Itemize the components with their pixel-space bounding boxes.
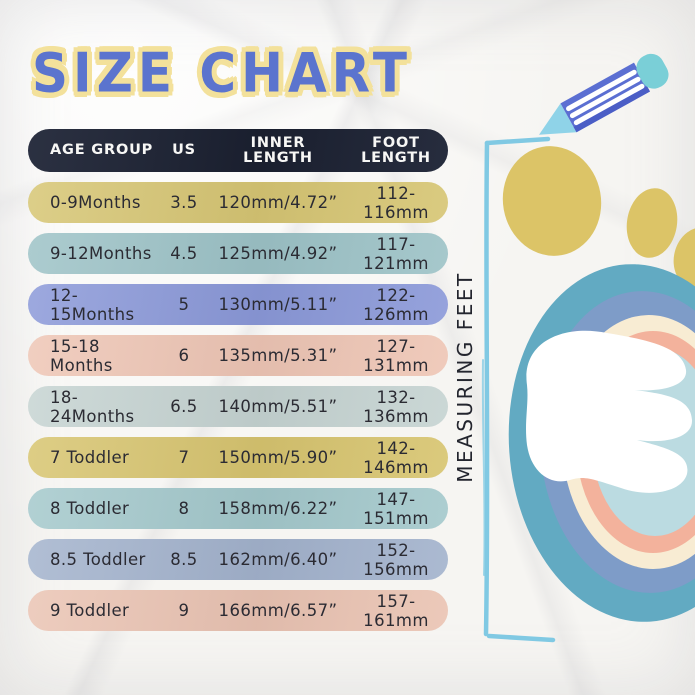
cell-inner: 130mm/5.11” [218, 295, 338, 314]
pencil-eraser [636, 53, 669, 89]
size-table: AGE GROUP US INNER LENGTH FOOT LENGTH 0-… [28, 129, 448, 631]
foot-illustration [481, 53, 695, 643]
table-row: 0-9Months 3.5 120mm/4.72” 112-116mm [28, 182, 448, 223]
cell-age: 8.5 Toddler [50, 550, 146, 569]
cell-us: 4.5 [170, 244, 198, 263]
foot-center-blob [526, 330, 693, 493]
second-toe [626, 188, 678, 258]
cell-us: 6 [178, 346, 190, 365]
cell-age: 7 Toddler [50, 448, 130, 467]
cell-age: 9 Toddler [50, 601, 130, 620]
table-row: 15-18 Months 6 135mm/5.31” 127-131mm [28, 335, 448, 376]
cell-inner: 120mm/4.72” [218, 193, 338, 212]
cell-foot: 147-151mm [363, 489, 429, 528]
cell-foot: 122-126mm [363, 285, 429, 324]
cell-foot: 132-136mm [363, 387, 429, 426]
foot-pad-layers [508, 264, 695, 622]
header-us-size: US [172, 142, 196, 159]
cell-inner: 140mm/5.51” [218, 397, 338, 416]
measuring-bracket-icon [481, 136, 556, 643]
header-inner-length: INNER LENGTH [243, 134, 313, 166]
pencil-icon [539, 53, 669, 135]
cell-us: 8.5 [170, 550, 198, 569]
table-row: 8 Toddler 8 158mm/6.22” 147-151mm [28, 488, 448, 529]
cell-us: 3.5 [170, 193, 198, 212]
cell-us: 5 [178, 295, 190, 314]
cell-us: 9 [178, 601, 190, 620]
header-age-group: AGE GROUP [50, 142, 154, 159]
header-foot-length: FOOT LENGTH [361, 134, 431, 166]
cell-foot: 142-146mm [363, 438, 429, 477]
toe-shapes [502, 146, 695, 289]
table-row: 12-15Months 5 130mm/5.11” 122-126mm [28, 284, 448, 325]
cell-us: 7 [178, 448, 190, 467]
cell-age: 0-9Months [50, 193, 141, 212]
cell-inner: 135mm/5.31” [218, 346, 338, 365]
cell-inner: 125mm/4.92” [218, 244, 338, 263]
cell-age: 15-18 Months [50, 336, 113, 375]
cell-inner: 166mm/6.57” [218, 601, 338, 620]
pencil-tip [539, 103, 577, 135]
table-row: 9 Toddler 9 166mm/6.57” 157-161mm [28, 590, 448, 631]
table-header-row: AGE GROUP US INNER LENGTH FOOT LENGTH [28, 129, 448, 172]
cell-foot: 157-161mm [363, 591, 429, 630]
page-title: SIZE CHART [32, 41, 413, 105]
cell-foot: 112-116mm [363, 183, 429, 222]
cell-age: 9-12Months [50, 244, 152, 263]
cell-foot: 127-131mm [363, 336, 429, 375]
table-row: 8.5 Toddler 8.5 162mm/6.40” 152-156mm [28, 539, 448, 580]
table-row: 18-24Months 6.5 140mm/5.51” 132-136mm [28, 386, 448, 427]
cell-foot: 152-156mm [363, 540, 429, 579]
cell-age: 8 Toddler [50, 499, 130, 518]
measuring-feet-label: MEASURING FEET [453, 271, 477, 483]
big-toe [502, 146, 602, 256]
cell-inner: 162mm/6.40” [218, 550, 338, 569]
cell-inner: 150mm/5.90” [218, 448, 338, 467]
cell-age: 18-24Months [50, 387, 135, 426]
cell-foot: 117-121mm [363, 234, 429, 273]
table-row: 9-12Months 4.5 125mm/4.92” 117-121mm [28, 233, 448, 274]
cell-age: 12-15Months [50, 285, 135, 324]
third-toe [673, 227, 695, 289]
table-row: 7 Toddler 7 150mm/5.90” 142-146mm [28, 437, 448, 478]
cell-us: 8 [178, 499, 190, 518]
cell-us: 6.5 [170, 397, 198, 416]
cell-inner: 158mm/6.22” [218, 499, 338, 518]
